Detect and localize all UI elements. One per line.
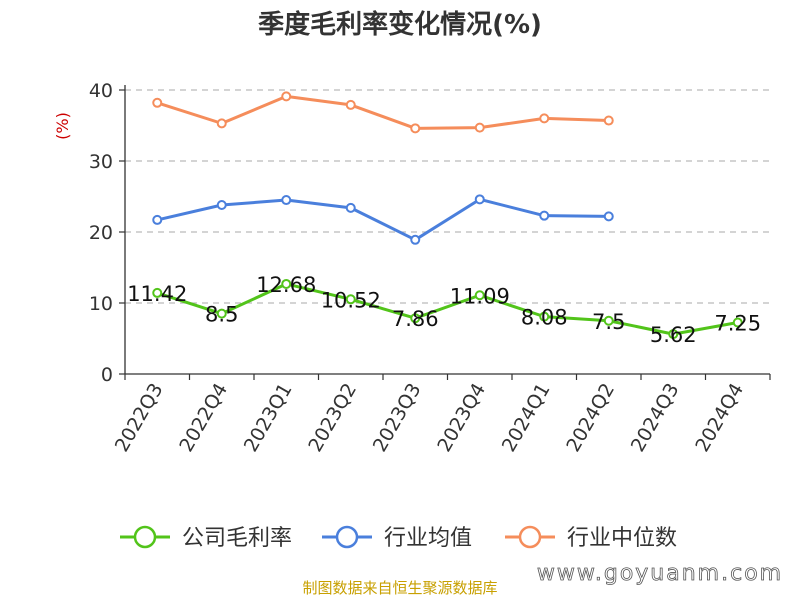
series-layer [152, 91, 743, 340]
legend-marker [133, 525, 157, 549]
data-point [281, 278, 292, 289]
data-point [539, 210, 550, 221]
legend-marker [335, 525, 359, 549]
x-tick-label: 2022Q4 [175, 380, 232, 456]
series-line-2 [156, 94, 609, 130]
data-point [152, 214, 163, 225]
data-point [152, 287, 163, 298]
data-point [216, 200, 227, 211]
data-point [410, 123, 421, 134]
x-tick-label: 2024Q4 [691, 380, 748, 456]
data-point [603, 211, 614, 222]
data-point [410, 313, 421, 324]
data-label: 5.62 [650, 323, 697, 347]
x-tick-label: 2022Q3 [111, 380, 168, 456]
data-point [216, 308, 227, 319]
data-label: 7.25 [714, 312, 761, 336]
watermark: www.goyuanm.com [537, 561, 783, 586]
x-tick-label: 2024Q3 [627, 380, 684, 456]
legend-label: 行业中位数 [567, 526, 677, 551]
x-tick-label: 2023Q3 [369, 380, 426, 456]
source-note: 制图数据来自恒生聚源数据库 [302, 579, 497, 597]
data-point [410, 234, 421, 245]
x-tick-label: 2023Q2 [304, 380, 361, 456]
data-point [539, 311, 550, 322]
series-line-0 [156, 282, 739, 336]
data-label: 11.42 [127, 282, 187, 306]
legend-label: 公司毛利率 [182, 526, 292, 551]
data-point [152, 97, 163, 108]
x-tick-label: 2024Q1 [498, 380, 555, 456]
data-point [474, 290, 485, 301]
series-line-1 [156, 197, 609, 242]
data-point [216, 118, 227, 129]
y-tick-label: 0 [101, 364, 113, 386]
data-point [345, 202, 356, 213]
data-point [345, 294, 356, 305]
data-point [281, 91, 292, 102]
y-tick-label: 30 [89, 151, 113, 173]
legend-label: 行业均值 [384, 526, 472, 551]
data-point [474, 194, 485, 205]
data-point [668, 329, 679, 340]
data-point [281, 195, 292, 206]
data-label: 7.86 [392, 307, 439, 331]
data-point [603, 115, 614, 126]
data-point [603, 315, 614, 326]
data-label: 11.09 [450, 284, 510, 308]
data-point [474, 122, 485, 133]
data-point [345, 99, 356, 110]
data-label: 12.68 [256, 273, 316, 297]
x-tick-label: 2023Q4 [433, 380, 490, 456]
legend: 公司毛利率 行业均值 行业中位数 [120, 525, 677, 551]
gridlines [125, 89, 770, 304]
data-label: 7.5 [592, 310, 625, 334]
y-tick-label: 40 [89, 80, 113, 102]
x-tick-label: 2023Q1 [240, 380, 297, 456]
data-point [732, 317, 743, 328]
x-tick-label: 2024Q2 [562, 380, 619, 456]
data-point [539, 113, 550, 124]
y-axis-label: (%) [53, 112, 72, 140]
chart-title: 季度毛利率变化情况(%) [258, 9, 542, 40]
y-tick-label: 10 [89, 293, 113, 315]
data-label: 10.52 [321, 288, 381, 312]
data-label: 8.08 [521, 306, 568, 330]
legend-marker [518, 525, 542, 549]
data-label: 8.5 [205, 303, 238, 327]
y-tick-label: 20 [89, 222, 113, 244]
